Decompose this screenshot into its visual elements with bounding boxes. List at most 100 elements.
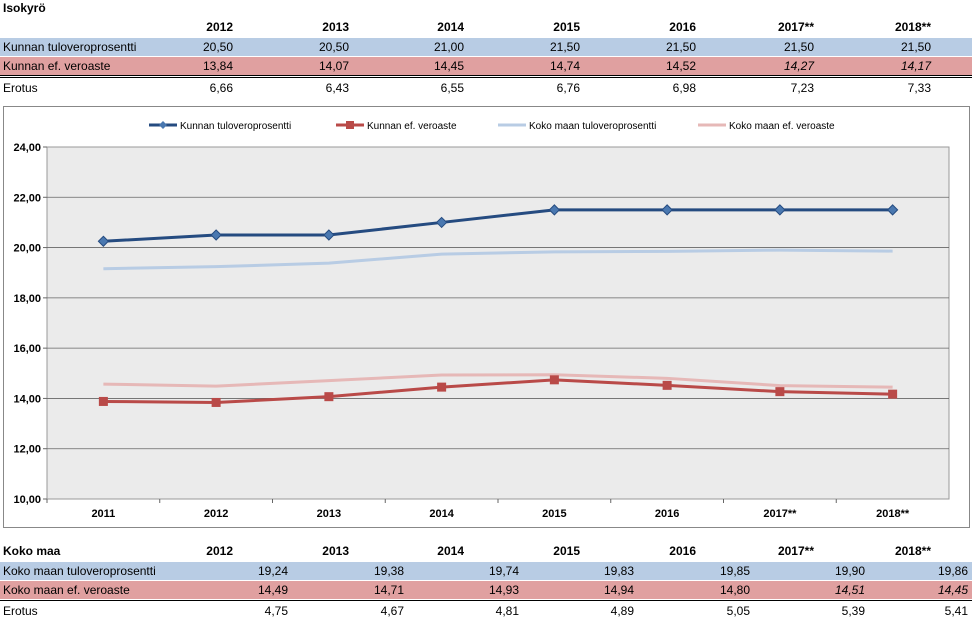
value-cell: 4,81 — [495, 604, 519, 618]
divider — [0, 77, 972, 78]
data-point — [662, 380, 672, 390]
value-cell: 14,71 — [373, 583, 404, 597]
data-point — [774, 204, 786, 216]
value-cell: 19,85 — [719, 564, 750, 578]
data-point — [211, 397, 221, 407]
value-cell: 14,80 — [719, 583, 750, 597]
row-label: Koko maan tuloveroprosentti — [3, 564, 156, 578]
x-tick-label: 2015 — [542, 508, 566, 520]
value-cell: 14,51 — [834, 583, 865, 597]
year-header-cell: 2017** — [777, 544, 814, 558]
value-cell: 19,38 — [373, 564, 404, 578]
x-tick-label: 2011 — [91, 508, 115, 520]
top-table-title: Isokyrö — [3, 1, 46, 15]
year-header-cell: 2018** — [894, 544, 931, 558]
value-cell: 14,93 — [488, 583, 519, 597]
row-label: Erotus — [3, 81, 38, 95]
data-point — [98, 396, 108, 406]
value-cell: 4,67 — [380, 604, 404, 618]
y-tick-label: 18,00 — [13, 293, 41, 305]
x-tick-label: 2018** — [876, 508, 910, 520]
chart-svg: 10,00 12,00 14,00 16,00 18,00 20,00 22,00 24,00… — [13, 121, 950, 520]
year-header-cell: 2013 — [322, 544, 349, 558]
series-line — [103, 248, 893, 271]
data-point — [888, 389, 898, 399]
bottom-row-koko-maan-tulovero: Koko maan tuloveroprosentti 19,24 19,38 19… — [0, 562, 972, 580]
data-point — [886, 204, 899, 216]
bottom-table-title: Koko maa — [3, 544, 61, 558]
top-row-erotus: Erotus 6,66 6,43 6,55 6,76 6,98 7,23 7,33 — [0, 79, 972, 97]
legend-label: Koko maan tuloveroprosentti — [529, 121, 656, 132]
y-tick-label: 16,00 — [13, 343, 41, 355]
legend-label: Kunnan ef. veroaste — [367, 121, 457, 132]
value-cell: 5,39 — [841, 604, 865, 618]
x-tick-label: 2017** — [763, 508, 797, 520]
value-cell: 19,90 — [834, 564, 865, 578]
value-cell: 14,94 — [603, 583, 634, 597]
y-tick-label: 24,00 — [13, 142, 41, 154]
year-header-cell: 2016 — [669, 20, 696, 34]
year-header-cell: 2015 — [553, 544, 580, 558]
value-cell: 14,74 — [549, 59, 580, 73]
value-cell: 6,43 — [325, 81, 349, 95]
data-point — [323, 229, 335, 241]
value-cell: 7,33 — [907, 81, 931, 95]
series-line — [103, 373, 893, 389]
x-tick-label: 2013 — [317, 508, 341, 520]
value-cell: 21,00 — [433, 40, 464, 54]
y-tick-label: 14,00 — [13, 393, 41, 405]
x-tick-label: 2012 — [204, 508, 228, 520]
y-tick-label: 10,00 — [13, 494, 41, 506]
value-cell: 13,84 — [202, 59, 233, 73]
value-cell: 5,41 — [944, 604, 968, 618]
year-header-cell: 2014 — [437, 544, 464, 558]
y-tick-label: 22,00 — [13, 192, 41, 204]
value-cell: 14,07 — [318, 59, 349, 73]
value-cell: 19,74 — [488, 564, 519, 578]
top-row-kunnan-ef-veroaste: Kunnan ef. veroaste 13,84 14,07 14,45 14,74… — [0, 57, 972, 75]
data-point — [661, 204, 673, 216]
row-label: Koko maan ef. veroaste — [3, 583, 130, 597]
y-tick-label: 12,00 — [13, 444, 41, 456]
value-cell: 21,50 — [665, 40, 696, 54]
year-header-cell: 2012 — [206, 544, 233, 558]
value-cell: 5,05 — [726, 604, 750, 618]
value-cell: 21,50 — [783, 40, 814, 54]
value-cell: 6,55 — [440, 81, 464, 95]
value-cell: 6,76 — [556, 81, 580, 95]
value-cell: 14,45 — [433, 59, 464, 73]
series-line — [103, 208, 893, 243]
value-cell: 21,50 — [900, 40, 931, 54]
legend-marker — [159, 121, 167, 129]
value-cell: 14,45 — [937, 583, 968, 597]
value-cell: 6,98 — [672, 81, 696, 95]
year-header-cell: 2016 — [669, 544, 696, 558]
value-cell: 14,52 — [665, 59, 696, 73]
value-cell: 7,23 — [790, 81, 814, 95]
data-point — [437, 382, 447, 392]
data-point — [97, 235, 110, 247]
legend-label: Koko maan ef. veroaste — [729, 121, 835, 132]
x-tick-label: 2014 — [429, 508, 454, 520]
year-header-cell: 2012 — [206, 20, 233, 34]
line-chart: 10,00 12,00 14,00 16,00 18,00 20,00 22,00 24,00… — [3, 106, 970, 528]
row-label: Erotus — [3, 604, 38, 618]
value-cell: 21,50 — [549, 40, 580, 54]
year-header-cell: 2018** — [894, 20, 931, 34]
x-tick-label: 2016 — [655, 508, 679, 520]
data-point — [548, 204, 561, 216]
legend-marker — [346, 121, 354, 129]
row-label: Kunnan ef. veroaste — [3, 59, 111, 73]
row-label: Kunnan tuloveroprosentti — [3, 40, 137, 54]
value-cell: 6,66 — [209, 81, 233, 95]
data-point — [210, 229, 222, 241]
bottom-row-koko-maan-ef-veroaste: Koko maan ef. veroaste 14,49 14,71 14,93 14… — [0, 581, 972, 599]
year-header-cell: 2017** — [777, 20, 814, 34]
value-cell: 19,24 — [257, 564, 288, 578]
legend-label: Kunnan tuloveroprosentti — [180, 121, 291, 132]
value-cell: 4,89 — [610, 604, 634, 618]
value-cell: 4,75 — [264, 604, 288, 618]
value-cell: 14,27 — [783, 59, 814, 73]
value-cell: 20,50 — [202, 40, 233, 54]
data-point — [775, 387, 785, 397]
